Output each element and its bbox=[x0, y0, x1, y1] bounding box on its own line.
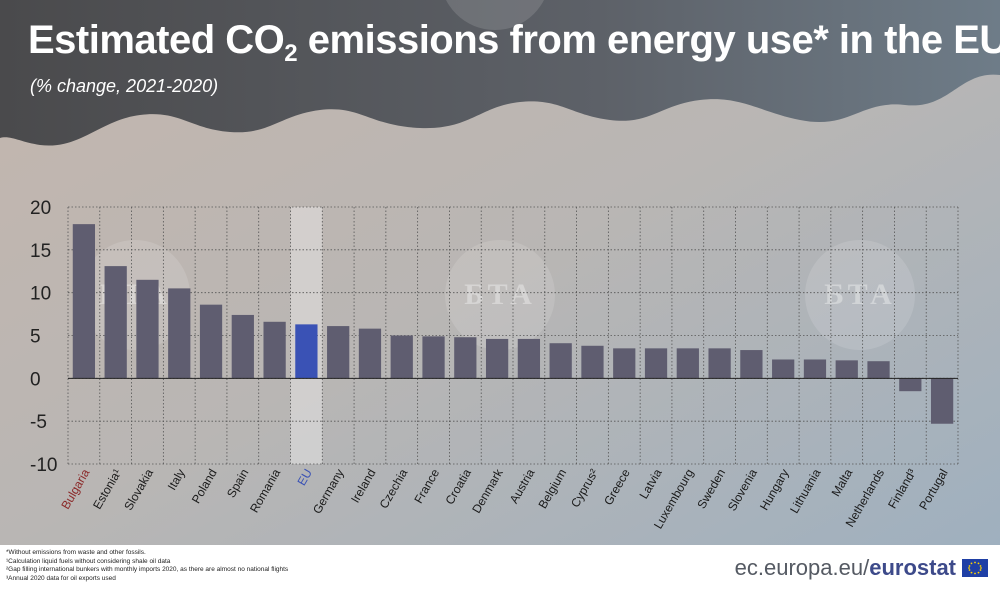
bar-spain bbox=[231, 314, 254, 379]
eurostat-link[interactable]: ec.europa.eu/eurostat bbox=[735, 555, 956, 581]
footer bbox=[0, 545, 1000, 590]
x-tick-label: Latvia bbox=[636, 466, 664, 501]
x-tick-label: EU bbox=[295, 467, 315, 488]
bar-italy bbox=[168, 288, 191, 379]
x-tick-label: Denmark bbox=[469, 466, 506, 516]
bar-slovenia bbox=[740, 350, 763, 379]
bar-portugal bbox=[930, 378, 954, 424]
bar-slovakia bbox=[136, 279, 159, 379]
bar-latvia bbox=[644, 348, 668, 379]
eu-flag-icon bbox=[962, 559, 988, 577]
bar-netherlands bbox=[867, 361, 890, 379]
x-tick-label: Cyprus² bbox=[568, 467, 601, 510]
brand-name: eurostat bbox=[869, 555, 956, 580]
footnote: *Without emissions from waste and other … bbox=[6, 549, 146, 556]
bar-finland bbox=[899, 378, 922, 392]
x-tick-label: Estonia¹ bbox=[90, 467, 124, 512]
x-tick-label: Romania bbox=[247, 466, 283, 515]
x-tick-label: Germany bbox=[310, 467, 347, 517]
x-tick-label: Spain bbox=[224, 467, 251, 501]
bar-romania bbox=[263, 321, 286, 379]
bar-belgium bbox=[549, 343, 572, 379]
bar-sweden bbox=[708, 348, 731, 379]
title-subscript: 2 bbox=[284, 40, 298, 67]
x-tick-label: Belgium bbox=[535, 467, 569, 512]
x-tick-label: Czechia bbox=[377, 466, 411, 511]
x-tick-label: Finland³ bbox=[885, 467, 919, 512]
bar-ireland bbox=[358, 328, 382, 379]
x-tick-label: Sweden bbox=[694, 467, 728, 512]
footnotes: *Without emissions from waste and other … bbox=[6, 549, 288, 583]
brand-site: ec.europa.eu/ bbox=[734, 555, 870, 580]
footnote: ¹Calculation liquid fuels without consid… bbox=[6, 557, 171, 565]
x-tick-label: Austria bbox=[507, 466, 538, 506]
bar-croatia bbox=[454, 337, 477, 379]
y-tick-label: 15 bbox=[30, 241, 51, 262]
background bbox=[0, 0, 1000, 545]
x-tick-label: Italy bbox=[165, 467, 188, 493]
y-tick-label: 10 bbox=[30, 284, 51, 305]
chart-subtitle: (% change, 2021-2020) bbox=[30, 76, 219, 96]
watermark-logo: БТА bbox=[445, 240, 555, 350]
title-text-rest: emissions from energy use* in the EU bbox=[297, 18, 1000, 62]
x-tick-label: Croatia bbox=[442, 466, 474, 507]
x-tick-label: Ireland bbox=[348, 467, 378, 506]
x-tick-label: Lithuania bbox=[787, 466, 824, 515]
bar-greece bbox=[613, 348, 636, 379]
bar-lithuania bbox=[803, 359, 827, 379]
x-tick-label: Hungary bbox=[757, 467, 792, 513]
bar-poland bbox=[199, 304, 223, 379]
chart-title: Estimated CO2 emissions from energy use*… bbox=[28, 18, 1000, 67]
x-tick-label: Slovenia bbox=[725, 466, 760, 513]
bar-hungary bbox=[772, 359, 795, 379]
y-tick-label: 0 bbox=[30, 369, 41, 390]
title-text: Estimated CO bbox=[28, 18, 285, 62]
bar-malta bbox=[835, 360, 858, 379]
bar-estonia bbox=[104, 266, 127, 379]
y-tick-label: 5 bbox=[30, 327, 41, 348]
bar-austria bbox=[517, 338, 541, 379]
x-tick-label: Poland bbox=[189, 467, 220, 506]
bar-bulgaria bbox=[72, 224, 96, 379]
x-tick-label: Malta bbox=[829, 466, 856, 499]
x-tick-label: Bulgaria bbox=[58, 466, 92, 511]
bar-denmark bbox=[485, 338, 509, 379]
footnote: ³Annual 2020 data for oil exports used bbox=[6, 574, 116, 582]
y-tick-label: 20 bbox=[30, 198, 51, 219]
x-tick-label: Greece bbox=[601, 466, 633, 507]
x-tick-label: Portugal bbox=[916, 467, 950, 513]
bar-eu bbox=[295, 324, 318, 379]
bar-czechia bbox=[390, 335, 413, 379]
x-tick-label: France bbox=[411, 466, 442, 506]
y-tick-label: -10 bbox=[30, 455, 57, 476]
bar-luxembourg bbox=[676, 348, 699, 379]
x-tick-label: Slovakia bbox=[121, 466, 156, 513]
bar-germany bbox=[327, 326, 350, 379]
bar-france bbox=[422, 336, 445, 379]
watermark-logo: БТА bbox=[805, 240, 915, 350]
y-tick-label: -5 bbox=[30, 412, 47, 433]
footnote: ²Gap filling international bunkers with … bbox=[6, 566, 289, 574]
bar-cyprus bbox=[581, 345, 604, 379]
